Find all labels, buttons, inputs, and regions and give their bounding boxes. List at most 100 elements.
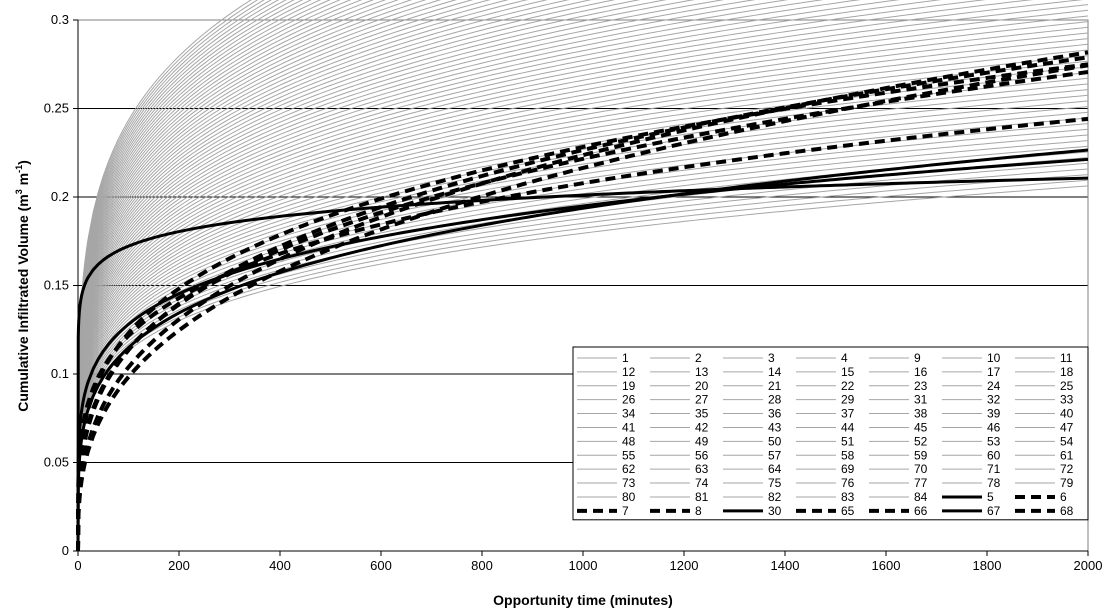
legend-label: 61 bbox=[1060, 448, 1074, 462]
legend-label: 47 bbox=[1060, 420, 1074, 434]
y-axis-title-part: Cumulative Infiltrated Volume (m bbox=[15, 194, 31, 412]
series-line-22 bbox=[77, 89, 1089, 552]
series-line-24 bbox=[77, 77, 1089, 552]
legend-label: 24 bbox=[987, 379, 1001, 393]
legend-label: 60 bbox=[987, 448, 1001, 462]
legend-label: 13 bbox=[695, 365, 709, 379]
x-tick-label: 1000 bbox=[569, 558, 598, 573]
y-tick-label: 0.3 bbox=[51, 12, 69, 27]
legend-label: 23 bbox=[914, 379, 928, 393]
legend-label: 84 bbox=[914, 490, 928, 504]
legend-label: 30 bbox=[768, 504, 782, 518]
legend-label: 78 bbox=[987, 476, 1001, 490]
x-tick-label: 800 bbox=[471, 558, 493, 573]
legend-label: 10 bbox=[987, 351, 1001, 365]
legend-label: 56 bbox=[695, 448, 709, 462]
legend-label: 69 bbox=[841, 462, 855, 476]
legend-label: 8 bbox=[695, 504, 702, 518]
legend-label: 21 bbox=[768, 379, 782, 393]
y-axis-title-superscript: 3 bbox=[14, 189, 24, 194]
legend-label: 6 bbox=[1060, 490, 1067, 504]
series-line-84 bbox=[77, 0, 252, 552]
legend-label: 7 bbox=[622, 504, 629, 518]
legend-label: 9 bbox=[914, 351, 921, 365]
legend-label: 26 bbox=[622, 393, 636, 407]
series-line-32 bbox=[77, 38, 1089, 552]
series-line-30 bbox=[76, 148, 1089, 552]
x-tick-label: 400 bbox=[269, 558, 291, 573]
legend-label: 73 bbox=[622, 476, 636, 490]
series-line-28 bbox=[77, 55, 1089, 552]
series-line-8 bbox=[76, 116, 1089, 552]
legend-label: 28 bbox=[768, 393, 782, 407]
legend-label: 2 bbox=[695, 351, 702, 365]
legend-label: 32 bbox=[987, 393, 1001, 407]
y-tick-label: 0 bbox=[62, 543, 69, 558]
legend-label: 79 bbox=[1060, 476, 1074, 490]
x-axis-title: Opportunity time (minutes) bbox=[493, 592, 673, 608]
legend-label: 55 bbox=[622, 448, 636, 462]
legend-label: 18 bbox=[1060, 365, 1074, 379]
legend-label: 38 bbox=[914, 407, 928, 421]
legend-label: 12 bbox=[622, 365, 636, 379]
legend-label: 36 bbox=[768, 407, 782, 421]
legend-label: 64 bbox=[768, 462, 782, 476]
legend-label: 81 bbox=[695, 490, 709, 504]
series-line-67 bbox=[76, 157, 1089, 552]
legend-label: 53 bbox=[987, 434, 1001, 448]
y-tick-label: 0.2 bbox=[51, 189, 69, 204]
legend-label: 82 bbox=[768, 490, 782, 504]
series-line-18 bbox=[77, 111, 1089, 552]
y-tick-label: 0.1 bbox=[51, 366, 69, 381]
legend-label: 34 bbox=[622, 407, 636, 421]
legend-box bbox=[572, 346, 1089, 521]
series-line-68 bbox=[76, 70, 1089, 552]
legend-label: 46 bbox=[987, 420, 1001, 434]
legend-label: 5 bbox=[987, 490, 994, 504]
legend-label: 37 bbox=[841, 407, 855, 421]
series-line-23 bbox=[77, 83, 1089, 552]
legend-label: 77 bbox=[914, 476, 928, 490]
legend-label: 51 bbox=[841, 434, 855, 448]
legend-label: 31 bbox=[914, 393, 928, 407]
y-tick-label: 0.05 bbox=[44, 455, 69, 470]
legend-label: 80 bbox=[622, 490, 636, 504]
x-tick-label: 1400 bbox=[771, 558, 800, 573]
y-tick-label: 0.25 bbox=[44, 101, 69, 116]
legend-label: 63 bbox=[695, 462, 709, 476]
legend-label: 35 bbox=[695, 407, 709, 421]
legend-label: 48 bbox=[622, 434, 636, 448]
legend-label: 27 bbox=[695, 393, 709, 407]
legend-label: 15 bbox=[841, 365, 855, 379]
x-tick-label: 2000 bbox=[1074, 558, 1103, 573]
legend-label: 29 bbox=[841, 393, 855, 407]
legend-label: 43 bbox=[768, 420, 782, 434]
y-axis-title-part: ) bbox=[15, 160, 31, 165]
legend-label: 4 bbox=[841, 351, 848, 365]
legend-label: 65 bbox=[841, 504, 855, 518]
legend-label: 16 bbox=[914, 365, 928, 379]
series-line-27 bbox=[77, 60, 1089, 552]
legend-label: 11 bbox=[1060, 351, 1073, 365]
series-line-33 bbox=[77, 32, 1089, 552]
x-tick-label: 1600 bbox=[872, 558, 901, 573]
legend-label: 50 bbox=[768, 434, 782, 448]
legend-label: 14 bbox=[768, 365, 782, 379]
series-lines bbox=[76, 0, 1089, 552]
series-line-13 bbox=[77, 140, 1089, 552]
x-tick-label: 600 bbox=[370, 558, 392, 573]
x-tick-label: 1800 bbox=[973, 558, 1002, 573]
legend-label: 19 bbox=[622, 379, 636, 393]
legend-label: 67 bbox=[987, 504, 1001, 518]
series-line-31 bbox=[77, 43, 1089, 552]
legend-label: 44 bbox=[841, 420, 855, 434]
legend-label: 70 bbox=[914, 462, 928, 476]
legend-label: 41 bbox=[622, 420, 636, 434]
legend-label: 17 bbox=[987, 365, 1001, 379]
series-line-12 bbox=[77, 145, 1089, 552]
series-line-34 bbox=[77, 26, 1089, 552]
x-tick-label: 0 bbox=[74, 558, 81, 573]
legend-label: 1 bbox=[622, 351, 629, 365]
